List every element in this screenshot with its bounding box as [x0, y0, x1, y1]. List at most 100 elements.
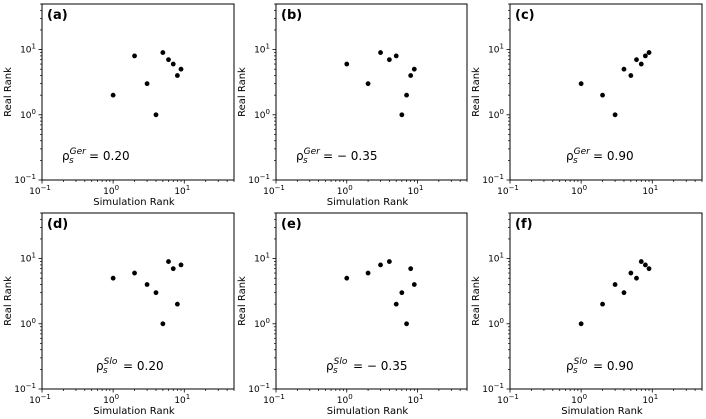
- minor-ticks: [508, 212, 703, 391]
- rho-value: = 0.90: [593, 149, 634, 163]
- data-point: [153, 112, 159, 118]
- x-tick-label: 10−1: [497, 393, 519, 406]
- data-point: [578, 321, 584, 327]
- axes-frame: [275, 3, 468, 181]
- x-axis-label: Simulation Rank: [327, 197, 409, 208]
- data-point: [144, 81, 150, 87]
- minor-ticks: [508, 3, 703, 182]
- rho-superscript: Slo: [334, 357, 348, 367]
- data-point: [170, 61, 176, 67]
- data-point: [638, 61, 644, 67]
- x-tick-label: 10−1: [29, 393, 51, 406]
- data-point: [178, 66, 184, 72]
- data-point: [344, 61, 350, 67]
- rho-subscript: s: [573, 156, 578, 166]
- axes-frame: [41, 212, 235, 390]
- data-point: [612, 282, 618, 287]
- rho-subscript: s: [69, 156, 74, 166]
- data-point: [642, 262, 648, 268]
- spearman-annotation: ρSlo s = − 0.35: [326, 357, 407, 376]
- data-point: [646, 266, 652, 272]
- data-point: [132, 53, 137, 59]
- data-point: [144, 282, 150, 287]
- spearman-annotation: ρSlo s = 0.20: [96, 357, 164, 376]
- data-point: [153, 290, 159, 296]
- y-tick-label: 10−1: [482, 382, 504, 395]
- data-points: [344, 259, 417, 327]
- x-tick-label: 100: [337, 393, 353, 406]
- x-tick-label: 101: [408, 184, 424, 197]
- spearman-annotation: ρSlo s = 0.90: [566, 357, 634, 376]
- x-tick-label: 101: [642, 184, 658, 197]
- y-tick-label: 10−1: [482, 173, 504, 186]
- panel-label: (c): [515, 8, 535, 23]
- data-point: [378, 262, 383, 268]
- data-point: [365, 81, 371, 87]
- spearman-annotation: ρGer s = 0.90: [566, 147, 634, 166]
- data-point: [411, 66, 417, 72]
- minor-ticks: [274, 3, 468, 182]
- data-point: [386, 259, 392, 264]
- rho-value: = 0.20: [89, 149, 130, 163]
- data-point: [160, 321, 166, 327]
- y-tick-label: 10−1: [14, 173, 36, 186]
- x-tick-label: 100: [103, 184, 119, 197]
- data-points: [344, 50, 417, 118]
- y-tick-label: 101: [254, 252, 270, 265]
- y-tick-label: 10−1: [248, 382, 270, 395]
- data-point: [178, 262, 184, 268]
- y-axis-label: Real Rank: [471, 276, 482, 326]
- rho-superscript: Ger: [70, 147, 88, 157]
- y-axis-label: Real Rank: [237, 67, 248, 117]
- spearman-annotation: ρGer s = 0.20: [62, 147, 130, 166]
- x-tick-label: 100: [337, 184, 353, 197]
- rho-subscript: s: [333, 366, 338, 376]
- data-points: [578, 50, 652, 118]
- y-tick-label: 101: [488, 252, 504, 265]
- data-point: [634, 57, 639, 63]
- x-tick-label: 10−1: [263, 184, 285, 197]
- y-axis-label: Real Rank: [471, 67, 482, 117]
- y-tick-label: 101: [20, 43, 36, 56]
- x-axis-label: Simulation Rank: [93, 197, 175, 208]
- rho-subscript: s: [573, 366, 578, 376]
- data-point: [110, 92, 116, 98]
- rho-subscript: s: [103, 366, 108, 376]
- x-tick-label: 101: [174, 393, 190, 406]
- y-axis-label: Real Rank: [3, 67, 14, 117]
- axes-frame: [509, 3, 703, 181]
- x-tick-label: 100: [571, 393, 587, 406]
- axes-frame: [275, 212, 468, 390]
- data-point: [399, 112, 405, 118]
- data-point: [638, 259, 644, 264]
- rho-superscript: Slo: [104, 357, 118, 367]
- x-tick-label: 100: [571, 184, 587, 197]
- y-tick-label: 10−1: [14, 382, 36, 395]
- y-tick-label: 101: [20, 252, 36, 265]
- x-tick-label: 101: [174, 184, 190, 197]
- y-axis-label: Real Rank: [237, 276, 248, 326]
- data-point: [166, 57, 171, 63]
- y-tick-label: 100: [254, 108, 270, 121]
- x-tick-label: 10−1: [497, 184, 519, 197]
- x-tick-label: 100: [103, 393, 119, 406]
- y-tick-label: 100: [20, 108, 36, 121]
- data-point: [393, 301, 399, 307]
- rho-value: = − 0.35: [353, 359, 407, 373]
- panel-label: (d): [47, 217, 68, 232]
- panel-label: (a): [47, 8, 68, 23]
- data-point: [166, 259, 171, 264]
- data-point: [174, 301, 180, 307]
- data-point: [408, 266, 414, 272]
- data-points: [110, 259, 184, 327]
- minor-ticks: [274, 212, 468, 391]
- data-point: [578, 81, 584, 87]
- rho-value: = 0.90: [593, 359, 634, 373]
- data-point: [411, 282, 417, 287]
- data-points: [110, 50, 184, 118]
